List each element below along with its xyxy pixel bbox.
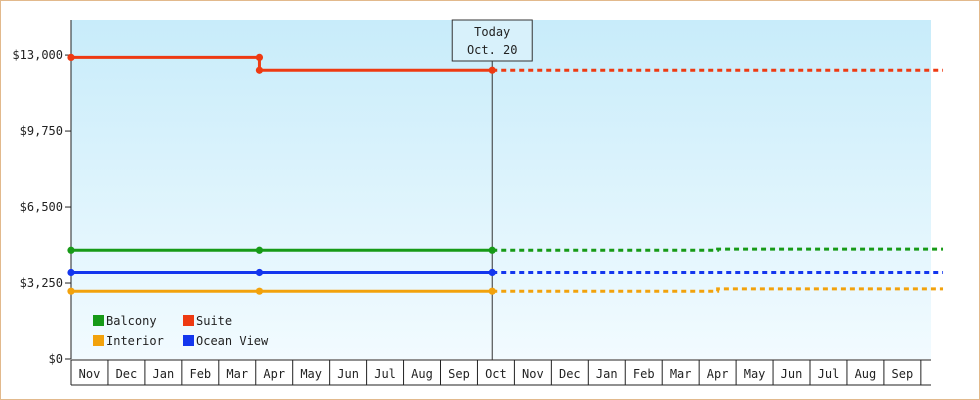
- x-tick-label: Apr: [707, 367, 729, 381]
- x-tick-label: Feb: [189, 367, 211, 381]
- x-tick-label: Jul: [374, 367, 396, 381]
- today-box: [451, 19, 533, 62]
- x-tick-label: Apr: [263, 367, 285, 381]
- data-point: [255, 287, 264, 295]
- x-tick-label: Dec: [559, 367, 581, 381]
- legend-label: Interior: [106, 334, 164, 348]
- x-tick-label: Sep: [892, 367, 914, 381]
- legend-swatch: [93, 335, 104, 346]
- data-point: [255, 66, 264, 74]
- data-point: [67, 268, 75, 277]
- data-point: [255, 53, 264, 62]
- x-tick-label: Mar: [670, 367, 692, 381]
- series-line: [71, 55, 493, 72]
- x-tick-label: Mar: [226, 367, 248, 381]
- series-projection: [492, 247, 944, 252]
- data-point: [488, 246, 496, 254]
- data-point: [67, 246, 75, 254]
- x-tick-label: Jun: [337, 367, 359, 381]
- legend-label: Balcony: [106, 314, 157, 328]
- legend-swatch: [183, 315, 194, 326]
- x-tick-label: Sep: [448, 367, 470, 381]
- data-point: [488, 287, 496, 295]
- legend-label: Suite: [196, 314, 232, 328]
- plot-area: [71, 20, 931, 359]
- data-point: [255, 246, 264, 254]
- data-point: [67, 53, 75, 62]
- today-label: Today: [474, 25, 510, 39]
- y-tick-label: $9,750: [20, 124, 63, 138]
- legend-swatch: [183, 335, 194, 346]
- x-tick-label: May: [300, 367, 322, 381]
- y-tick-label: $6,500: [20, 200, 63, 214]
- x-axis-band: [71, 360, 931, 385]
- x-tick-label: Oct: [485, 367, 507, 381]
- x-tick-label: Jan: [153, 367, 175, 381]
- y-tick-label: $3,250: [20, 276, 63, 290]
- data-point: [67, 287, 75, 295]
- x-tick-label: Aug: [411, 367, 433, 381]
- x-tick-label: Jun: [781, 367, 803, 381]
- x-tick-label: Jan: [596, 367, 618, 381]
- data-point: [255, 268, 264, 277]
- y-tick-label: $13,000: [12, 48, 63, 62]
- data-point: [488, 66, 496, 74]
- today-date: Oct. 20: [467, 43, 518, 57]
- series-projection: [492, 287, 944, 293]
- legend-label: Ocean View: [196, 334, 269, 348]
- x-tick-label: Nov: [79, 367, 101, 381]
- data-point: [488, 268, 496, 277]
- x-tick-label: Aug: [855, 367, 877, 381]
- legend-swatch: [93, 315, 104, 326]
- x-tick-label: Feb: [633, 367, 655, 381]
- x-tick-label: May: [744, 367, 766, 381]
- x-tick-label: Nov: [522, 367, 544, 381]
- y-tick-label: $0: [49, 352, 63, 366]
- x-tick-label: Dec: [116, 367, 138, 381]
- x-tick-label: Jul: [818, 367, 840, 381]
